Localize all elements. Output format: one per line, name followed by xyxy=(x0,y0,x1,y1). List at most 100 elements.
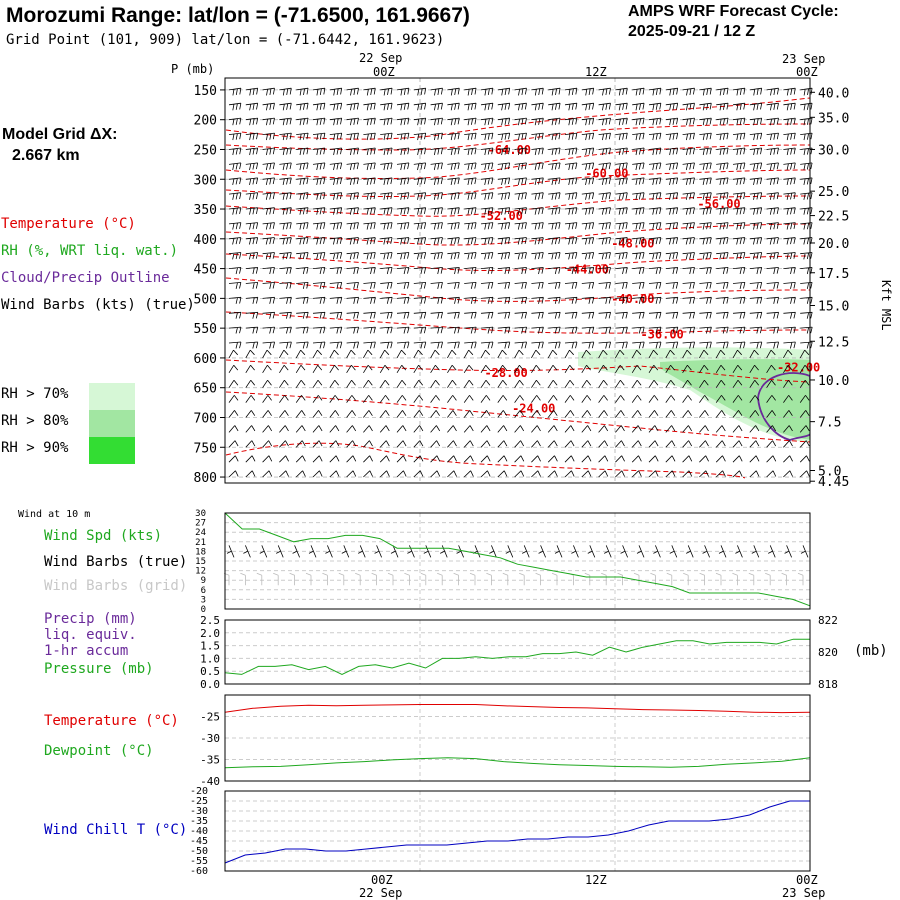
wind-barb xyxy=(699,470,709,478)
wind-barb xyxy=(548,282,561,289)
height-tick-label: 4.45 xyxy=(818,475,849,490)
wind-barb xyxy=(279,87,292,96)
wind-barb xyxy=(279,455,289,463)
wind-barb xyxy=(766,470,777,478)
wind-barb xyxy=(632,102,645,111)
wind-barb xyxy=(413,237,427,245)
wind-barb xyxy=(245,296,259,304)
temperature-contour xyxy=(225,359,811,383)
model-grid-title: Model Grid ΔX: xyxy=(2,126,118,143)
wind-barb xyxy=(716,341,729,349)
wind-barb xyxy=(262,117,275,126)
wind-barb xyxy=(262,192,275,200)
wind-barb xyxy=(682,470,693,478)
wind-barb xyxy=(766,162,779,171)
wind-barb xyxy=(245,410,256,418)
wind-barb xyxy=(766,455,777,463)
precip-tick-label: 2.0 xyxy=(200,627,220,640)
profile-frame xyxy=(224,77,811,484)
wind-barb xyxy=(716,326,729,334)
wind-barb xyxy=(514,425,525,433)
wind-barb xyxy=(363,222,376,230)
wind-barb xyxy=(699,222,712,230)
wind-barb xyxy=(430,102,443,111)
temperature-contour xyxy=(225,391,811,443)
wind-barb-true xyxy=(456,545,464,558)
wind-barb xyxy=(296,326,309,334)
wind-barb xyxy=(413,132,427,141)
wind-barb xyxy=(732,296,746,304)
wind-barb xyxy=(279,192,292,200)
wind-barb xyxy=(749,102,763,111)
wind-barb xyxy=(430,192,443,200)
wind-barb xyxy=(783,296,796,304)
wind-barb xyxy=(379,379,390,388)
wind-barb xyxy=(245,177,259,185)
wind-barb xyxy=(464,296,477,304)
wind-barb xyxy=(312,252,326,260)
wind-barb xyxy=(262,440,273,448)
wind-barb xyxy=(648,117,662,126)
wind-barb xyxy=(514,237,527,245)
wind-barb xyxy=(396,440,407,448)
wind-barb xyxy=(279,282,292,289)
wind-barb xyxy=(548,207,561,215)
wind-barb xyxy=(648,252,662,260)
wind-barb xyxy=(564,192,578,200)
wind-barb xyxy=(245,341,259,349)
wind-barb xyxy=(480,177,494,185)
wind-barb xyxy=(329,425,340,433)
wind-barb-grid xyxy=(666,572,673,586)
wind-barb xyxy=(615,192,628,200)
wind-barb xyxy=(464,267,477,275)
wind-barb xyxy=(430,341,443,349)
height-tick-label: 40.0 xyxy=(818,86,849,101)
wind-barb xyxy=(682,162,695,171)
wind-barb xyxy=(766,364,776,374)
wind-barb xyxy=(564,326,578,334)
wind-barb xyxy=(531,296,544,304)
wind-barb xyxy=(581,207,595,215)
wind-barb xyxy=(380,162,393,171)
wind-barb xyxy=(329,177,343,185)
wind-barb xyxy=(363,296,376,304)
wind-barb xyxy=(295,425,306,433)
wind-barb xyxy=(413,222,427,230)
wind-barb xyxy=(682,395,692,403)
wind-barb xyxy=(564,87,578,96)
wind-barb xyxy=(598,252,611,260)
wind-barb xyxy=(564,455,575,463)
wind-barb xyxy=(464,282,477,289)
wind-barb xyxy=(363,379,373,388)
wind-barb xyxy=(699,349,709,359)
wind-barb xyxy=(615,326,628,334)
wind-barb xyxy=(682,237,695,245)
wind-barb xyxy=(682,364,692,374)
wind-barb xyxy=(363,237,376,245)
wind-barb xyxy=(295,470,306,478)
wind-barb xyxy=(514,349,524,359)
wind-barb xyxy=(632,117,645,126)
wind-barb xyxy=(497,117,511,126)
wind-barb xyxy=(547,395,558,403)
wind-barb xyxy=(312,87,326,96)
wind-barb xyxy=(447,364,457,374)
wind-barb xyxy=(430,147,443,156)
wind-barb xyxy=(732,132,746,141)
wind-barb xyxy=(732,425,743,433)
wind-barb xyxy=(665,379,676,388)
wind-barb xyxy=(564,410,575,418)
pressure-tick-label: 800 xyxy=(194,471,217,486)
wind-barb xyxy=(312,222,326,230)
wind-barb xyxy=(413,147,427,156)
wind-barb xyxy=(279,132,292,141)
temperature-contour-label: -32.00 xyxy=(777,361,820,375)
wind-barb-true xyxy=(505,545,514,558)
wind-barb xyxy=(279,311,292,319)
wind-barb xyxy=(598,311,611,319)
wind-barb xyxy=(228,440,239,448)
wind-barb xyxy=(699,395,709,403)
wind-barb xyxy=(665,222,679,230)
wind-barb xyxy=(497,326,511,334)
